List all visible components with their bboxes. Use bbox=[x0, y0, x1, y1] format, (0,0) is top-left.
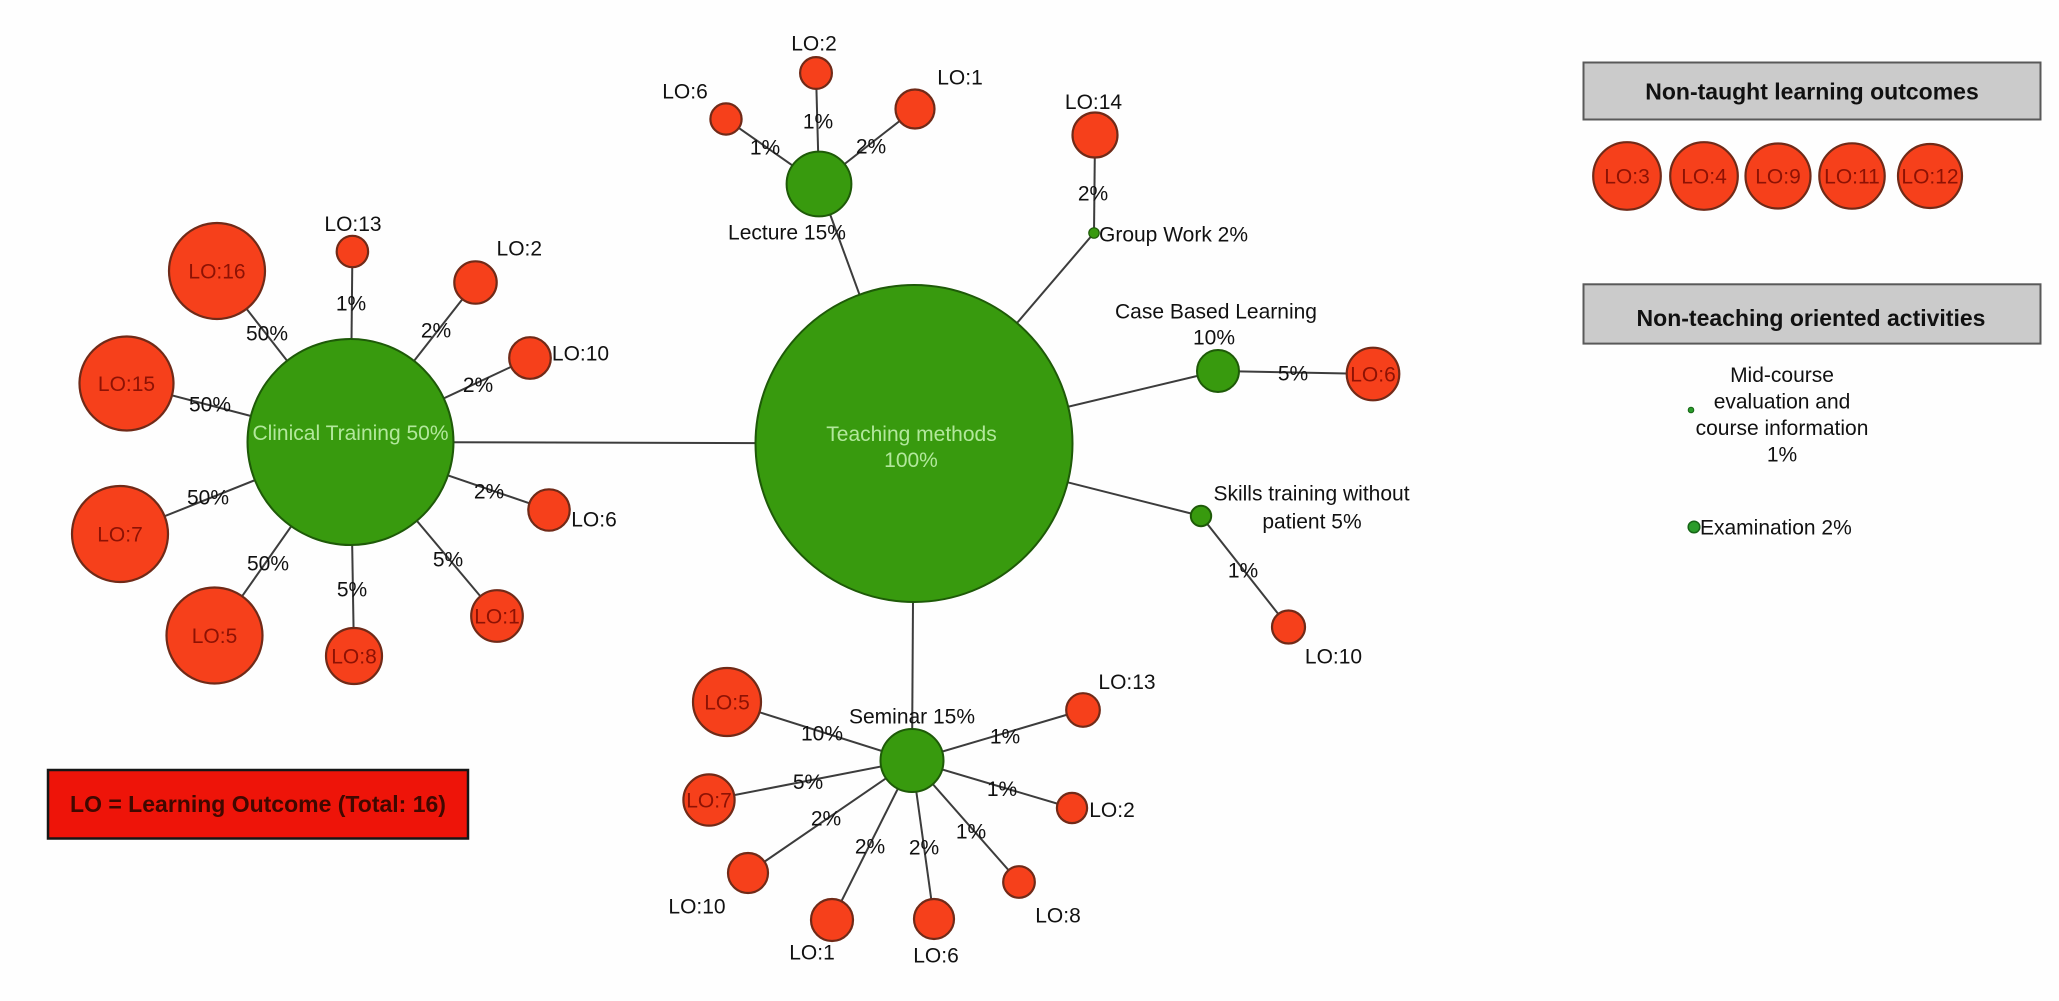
svg-text:5%: 5% bbox=[793, 771, 823, 794]
svg-text:course information: course information bbox=[1696, 417, 1869, 440]
svg-text:1%: 1% bbox=[990, 726, 1020, 749]
svg-text:5%: 5% bbox=[1278, 363, 1308, 386]
svg-text:LO:11: LO:11 bbox=[1824, 166, 1880, 189]
svg-text:2%: 2% bbox=[811, 808, 841, 831]
svg-text:Examination 2%: Examination 2% bbox=[1700, 517, 1852, 540]
svg-text:LO:8: LO:8 bbox=[331, 646, 377, 669]
svg-text:Teaching methods: Teaching methods bbox=[826, 423, 996, 446]
svg-text:LO:13: LO:13 bbox=[1098, 671, 1155, 694]
svg-text:LO:14: LO:14 bbox=[1065, 91, 1123, 114]
svg-text:Seminar 15%: Seminar 15% bbox=[849, 706, 975, 729]
svg-text:LO:2: LO:2 bbox=[1089, 799, 1135, 822]
svg-text:1%: 1% bbox=[750, 137, 780, 160]
svg-text:5%: 5% bbox=[433, 549, 463, 572]
svg-text:Lecture 15%: Lecture 15% bbox=[728, 222, 846, 245]
svg-text:1%: 1% bbox=[1767, 444, 1797, 467]
svg-text:50%: 50% bbox=[189, 394, 231, 417]
svg-text:LO:3: LO:3 bbox=[1604, 166, 1650, 189]
svg-text:1%: 1% bbox=[987, 778, 1017, 801]
svg-text:LO:2: LO:2 bbox=[791, 33, 837, 56]
svg-text:LO:13: LO:13 bbox=[324, 213, 381, 236]
svg-text:10%: 10% bbox=[801, 723, 843, 746]
svg-text:LO:16: LO:16 bbox=[188, 261, 245, 284]
svg-text:LO:1: LO:1 bbox=[789, 942, 835, 965]
svg-text:LO:10: LO:10 bbox=[1305, 646, 1362, 669]
svg-text:LO:8: LO:8 bbox=[1035, 905, 1081, 928]
svg-text:LO:6: LO:6 bbox=[662, 81, 708, 104]
svg-text:1%: 1% bbox=[1228, 560, 1258, 583]
svg-text:Non-taught learning outcomes: Non-taught learning outcomes bbox=[1645, 79, 1979, 105]
svg-text:LO:10: LO:10 bbox=[552, 343, 609, 366]
svg-text:10%: 10% bbox=[1193, 327, 1235, 350]
svg-text:LO:7: LO:7 bbox=[97, 524, 143, 547]
svg-text:evaluation and: evaluation and bbox=[1714, 391, 1851, 414]
svg-text:2%: 2% bbox=[1078, 183, 1108, 206]
svg-text:2%: 2% bbox=[474, 481, 504, 504]
svg-text:LO:5: LO:5 bbox=[704, 692, 750, 715]
svg-text:LO = Learning Outcome (Total:: LO = Learning Outcome (Total: 16) bbox=[70, 791, 446, 817]
svg-text:LO:10: LO:10 bbox=[668, 896, 725, 919]
svg-text:2%: 2% bbox=[421, 320, 451, 343]
svg-text:Skills training without: Skills training without bbox=[1213, 483, 1409, 506]
svg-text:1%: 1% bbox=[336, 293, 366, 316]
svg-text:LO:6: LO:6 bbox=[571, 509, 617, 532]
svg-text:50%: 50% bbox=[246, 323, 288, 346]
svg-text:Case Based Learning: Case Based Learning bbox=[1115, 301, 1317, 324]
svg-text:LO:6: LO:6 bbox=[1350, 364, 1396, 387]
svg-text:LO:12: LO:12 bbox=[1901, 166, 1958, 189]
svg-text:2%: 2% bbox=[909, 837, 939, 860]
svg-text:Non-teaching oriented activiti: Non-teaching oriented activities bbox=[1637, 305, 1986, 331]
svg-text:1%: 1% bbox=[803, 111, 833, 134]
svg-text:LO:1: LO:1 bbox=[474, 606, 520, 629]
svg-text:50%: 50% bbox=[187, 487, 229, 510]
svg-text:5%: 5% bbox=[337, 579, 367, 602]
svg-text:LO:7: LO:7 bbox=[686, 790, 732, 813]
svg-text:Clinical Training 50%: Clinical Training 50% bbox=[252, 422, 448, 445]
svg-text:2%: 2% bbox=[855, 836, 885, 859]
svg-text:1%: 1% bbox=[956, 821, 986, 844]
svg-text:2%: 2% bbox=[463, 374, 493, 397]
svg-text:LO:15: LO:15 bbox=[98, 373, 155, 396]
svg-text:LO:9: LO:9 bbox=[1755, 166, 1801, 189]
svg-text:100%: 100% bbox=[884, 449, 938, 472]
svg-text:LO:6: LO:6 bbox=[913, 945, 959, 968]
svg-text:Mid-course: Mid-course bbox=[1730, 364, 1834, 387]
svg-text:Group Work 2%: Group Work 2% bbox=[1099, 224, 1248, 247]
svg-text:patient 5%: patient 5% bbox=[1262, 511, 1361, 534]
svg-text:LO:2: LO:2 bbox=[497, 238, 543, 261]
svg-text:50%: 50% bbox=[247, 553, 289, 576]
svg-text:LO:1: LO:1 bbox=[937, 67, 983, 90]
svg-text:LO:4: LO:4 bbox=[1681, 166, 1727, 189]
svg-text:2%: 2% bbox=[856, 136, 886, 159]
svg-text:LO:5: LO:5 bbox=[192, 625, 238, 648]
